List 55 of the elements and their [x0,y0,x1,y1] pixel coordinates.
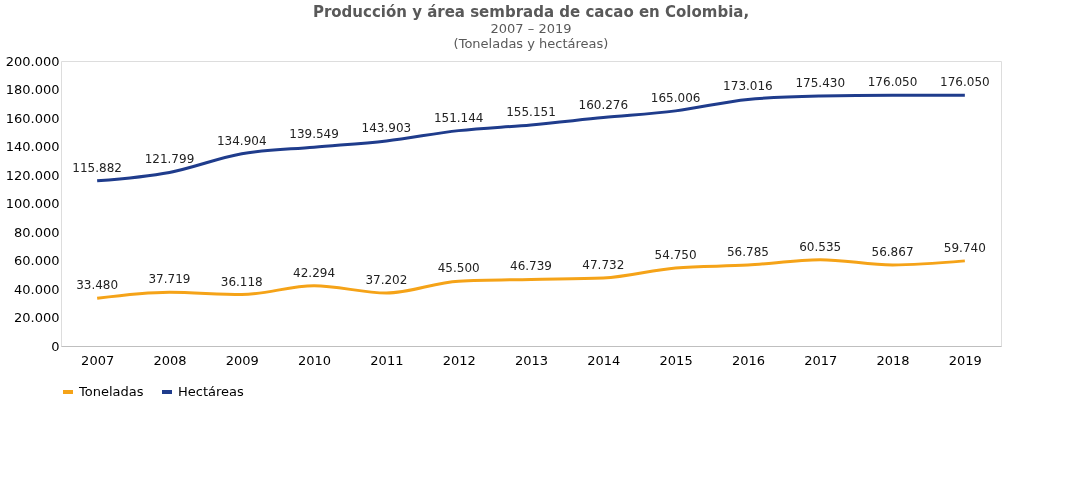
x-tick-label: 2007 [81,352,115,368]
x-tick-label: 2011 [370,352,404,368]
data-label: 160.276 [578,97,629,112]
y-tick-label: 200.000 [5,53,60,69]
x-tick-label: 2013 [514,352,549,368]
x-tick-label: 2014 [587,352,621,368]
y-tick-label: 180.000 [5,82,60,97]
data-label: 151.144 [433,110,484,125]
data-label: 143.903 [361,120,412,135]
data-label: 56.785 [726,245,769,260]
data-label: 176.050 [867,75,918,90]
data-label: 121.799 [144,152,195,167]
data-label: 37.202 [365,272,408,287]
data-label: 56.867 [871,244,914,259]
y-tick-label: 80.000 [14,224,60,240]
y-tick-label: 60.000 [14,253,60,268]
data-label: 134.904 [216,133,267,148]
legend-label: Toneladas [78,384,144,399]
data-label: 37.719 [148,272,191,287]
y-tick-label: 140.000 [5,139,60,154]
x-tick-label: 2010 [298,352,332,368]
data-label: 54.750 [654,247,697,262]
data-label: 42.294 [293,265,336,280]
data-label: 59.740 [943,240,986,255]
data-label: 46.739 [510,259,552,274]
x-tick-label: 2015 [659,352,693,368]
chart-title: Producción y área sembrada de cacao en Colombia, [312,3,750,21]
x-tick-label: 2009 [225,352,259,368]
y-tick-label: 40.000 [14,281,60,297]
x-tick-label: 2012 [442,352,476,368]
x-tick-label: 2008 [153,352,187,368]
data-label: 45.500 [437,261,480,276]
data-label: 115.882 [72,160,122,175]
data-label: 175.430 [795,76,846,91]
x-tick-label: 2018 [876,352,910,368]
y-tick-label: 100.000 [5,196,60,211]
text: 2007 – 2019 [490,21,572,36]
legend-label: Hectáreas [178,384,245,399]
data-label: 173.016 [723,79,773,94]
data-label: 33.480 [76,278,119,293]
text: (Toneladas y hectáreas) [453,36,609,51]
data-label: 36.118 [220,274,263,289]
data-label: 139.549 [289,127,339,142]
y-tick-label: 20.000 [14,310,60,325]
data-label: 176.050 [940,75,990,90]
data-label: 47.732 [582,257,625,272]
data-label: 60.535 [799,239,842,254]
y-tick-label: 120.000 [5,167,60,183]
y-tick-label: 0 [51,338,60,354]
data-label: 155.151 [506,104,556,119]
x-tick-label: 2017 [804,352,838,368]
y-tick-label: 160.000 [5,110,60,126]
x-tick-label: 2019 [948,352,982,368]
x-tick-label: 2016 [731,352,765,368]
data-label: 165.006 [650,90,701,105]
